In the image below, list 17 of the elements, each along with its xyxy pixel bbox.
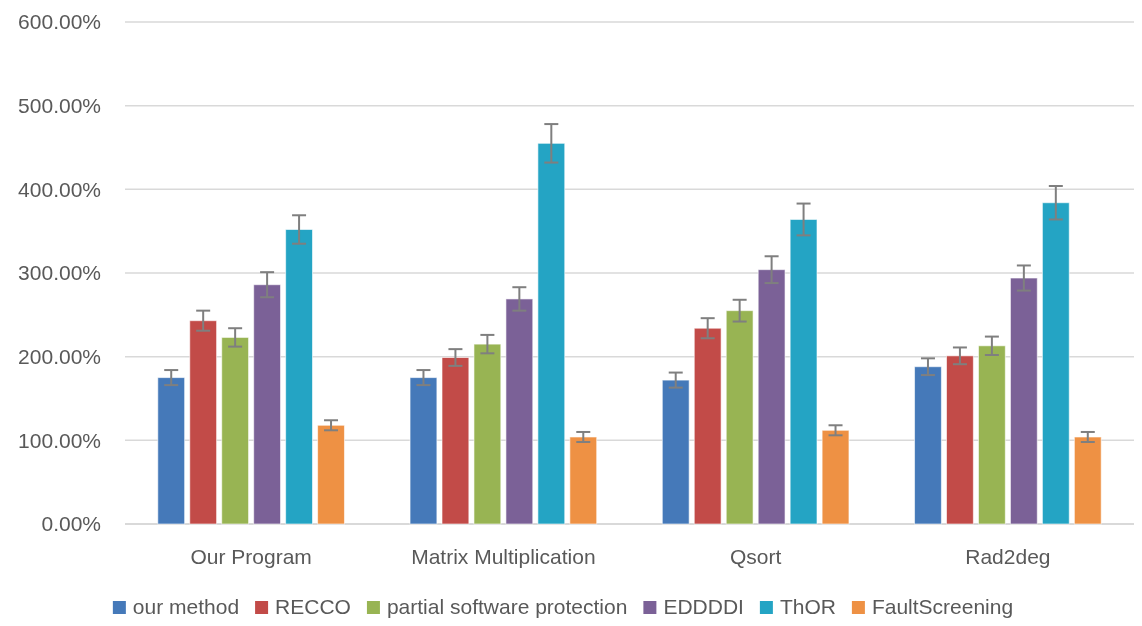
x-tick-label: Matrix Multiplication bbox=[411, 545, 596, 568]
legend-label: RECCO bbox=[275, 595, 351, 618]
legend-label: partial software protection bbox=[386, 595, 628, 618]
legend-label: ThOR bbox=[779, 595, 836, 618]
y-tick-label: 300.00% bbox=[18, 261, 101, 285]
legend-label: EDDDDI bbox=[663, 595, 744, 618]
x-tick-label: Rad2deg bbox=[965, 545, 1051, 568]
y-tick-label: 400.00% bbox=[18, 177, 101, 201]
legend-label: our method bbox=[132, 595, 240, 618]
legend-label: FaultScreening bbox=[871, 595, 1014, 618]
y-tick-label: 500.00% bbox=[18, 94, 101, 118]
y-tick-label: 200.00% bbox=[18, 345, 101, 369]
x-tick-label: Qsort bbox=[729, 545, 782, 568]
y-tick-label: 100.00% bbox=[18, 428, 101, 452]
x-tick-label: Our Program bbox=[190, 545, 312, 568]
y-tick-label: 0.00% bbox=[41, 512, 101, 536]
y-tick-label: 600.00% bbox=[18, 10, 101, 34]
